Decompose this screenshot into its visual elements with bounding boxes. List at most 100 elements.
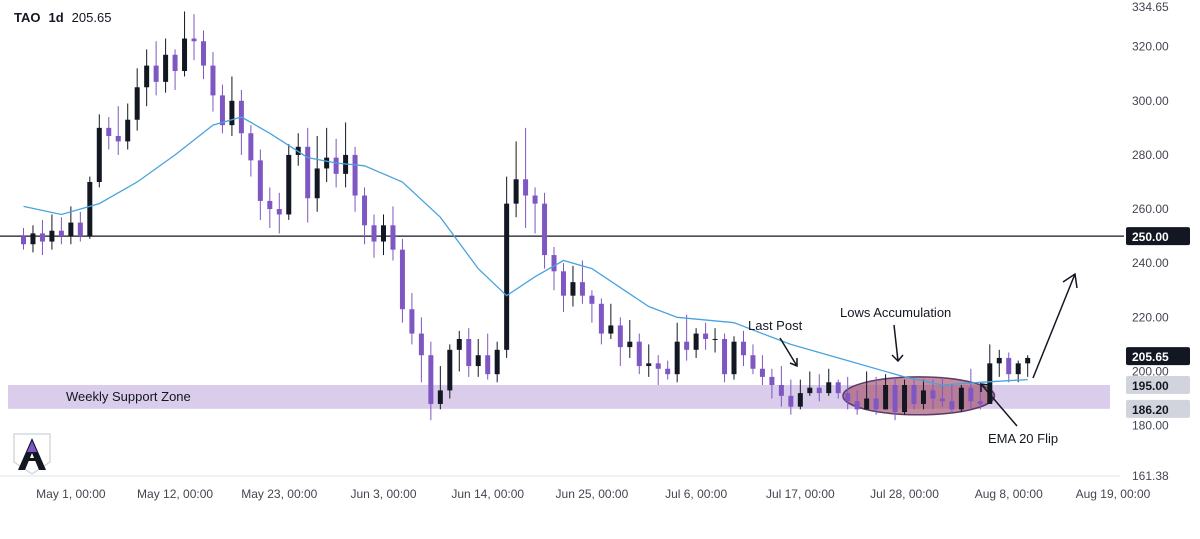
candle-body bbox=[418, 333, 424, 356]
candle-body bbox=[693, 333, 699, 350]
candle-body bbox=[958, 387, 964, 410]
candle-body bbox=[1015, 363, 1021, 375]
y-tick-label: 200.00 bbox=[1132, 364, 1169, 378]
candle-body bbox=[200, 41, 206, 66]
candle-body bbox=[788, 395, 794, 407]
level-price-tag-bg bbox=[1126, 227, 1190, 246]
candle-body bbox=[939, 398, 945, 402]
candle-body bbox=[920, 390, 926, 404]
x-tick-label: Aug 8, 00:00 bbox=[975, 487, 1043, 501]
candle-body bbox=[816, 387, 822, 394]
y-tick-label: 334.65 bbox=[1132, 0, 1169, 14]
candle-body bbox=[182, 38, 188, 72]
annotation-lows-accumulation: Lows Accumulation bbox=[840, 305, 951, 320]
support-zone bbox=[8, 384, 1110, 409]
candle-body bbox=[655, 363, 661, 369]
candle-body bbox=[617, 325, 623, 348]
candle-body bbox=[475, 355, 481, 367]
candle-body bbox=[570, 282, 576, 296]
candle-body bbox=[21, 236, 26, 245]
candle-body bbox=[665, 368, 671, 375]
candle-body bbox=[437, 390, 443, 404]
candle-body bbox=[1006, 357, 1012, 375]
candle-body bbox=[826, 382, 832, 394]
candle-body bbox=[778, 384, 784, 396]
candle-body bbox=[608, 325, 614, 334]
y-tick-label: 280.00 bbox=[1132, 148, 1169, 162]
candle-body bbox=[911, 384, 917, 404]
candle-body bbox=[314, 168, 320, 199]
candle-body bbox=[523, 179, 529, 196]
candle-body bbox=[324, 157, 330, 169]
candle-body bbox=[466, 338, 472, 367]
candle-body bbox=[257, 160, 263, 201]
y-tick-label: 220.00 bbox=[1132, 310, 1169, 324]
candle-body bbox=[390, 225, 396, 250]
candle-body bbox=[428, 355, 434, 404]
x-tick-label: Jun 25, 00:00 bbox=[556, 487, 629, 501]
x-tick-label: Jul 28, 00:00 bbox=[870, 487, 939, 501]
candle-body bbox=[902, 384, 908, 413]
candle-body bbox=[542, 203, 548, 256]
candle-body bbox=[267, 200, 273, 210]
x-tick-label: Jun 14, 00:00 bbox=[451, 487, 524, 501]
candle-body bbox=[399, 249, 405, 310]
candle-body bbox=[750, 355, 756, 369]
timeframe-label: 1d bbox=[48, 10, 64, 25]
candle-body bbox=[248, 133, 254, 161]
zone-low-tag-bg bbox=[1126, 399, 1190, 418]
candle-body bbox=[456, 338, 462, 350]
symbol-label: TAO bbox=[14, 10, 41, 25]
zone-low-tag: 186.20 bbox=[1132, 403, 1169, 417]
candle-body bbox=[740, 341, 746, 356]
candle-body bbox=[494, 349, 500, 375]
candle-body bbox=[987, 363, 993, 404]
candle-body bbox=[409, 309, 415, 334]
y-tick-label: 260.00 bbox=[1132, 202, 1169, 216]
candle-body bbox=[30, 233, 36, 245]
candle-body bbox=[835, 382, 841, 394]
candle-body bbox=[636, 341, 642, 367]
candle-body bbox=[551, 255, 557, 272]
candle-body bbox=[598, 303, 604, 334]
zone-high-tag-bg bbox=[1126, 375, 1190, 394]
last-price-tag-bg bbox=[1126, 347, 1190, 366]
candle-body bbox=[807, 387, 813, 394]
candle-body bbox=[153, 65, 159, 82]
candle-body bbox=[968, 387, 974, 402]
projection-arrow-icon bbox=[1032, 272, 1078, 379]
y-tick-label: 180.00 bbox=[1132, 419, 1169, 433]
candle-body bbox=[759, 368, 765, 377]
candle-body bbox=[930, 390, 936, 399]
candle-body bbox=[731, 341, 737, 375]
candle-body bbox=[684, 341, 690, 350]
candle-body bbox=[219, 95, 225, 126]
candle-body bbox=[210, 65, 216, 96]
candle-body bbox=[172, 54, 178, 72]
x-tick-label: May 1, 00:00 bbox=[36, 487, 106, 501]
candle-body bbox=[977, 401, 983, 404]
x-tick-label: Jul 6, 00:00 bbox=[665, 487, 727, 501]
candle-body bbox=[96, 127, 102, 182]
x-tick-label: May 12, 00:00 bbox=[137, 487, 213, 501]
candle-body bbox=[797, 393, 803, 407]
candle-body bbox=[144, 65, 150, 88]
support-zone-label: Weekly Support Zone bbox=[66, 389, 191, 404]
candle-body bbox=[447, 349, 453, 391]
candle-body bbox=[125, 119, 131, 142]
candle-body bbox=[532, 195, 538, 204]
candle-body bbox=[276, 209, 282, 215]
candle-body bbox=[1025, 357, 1031, 364]
last-price-label: 205.65 bbox=[71, 10, 112, 25]
candle-body bbox=[49, 230, 55, 242]
candle-body bbox=[371, 225, 377, 242]
candle-body bbox=[854, 401, 860, 410]
candle-body bbox=[589, 295, 595, 304]
candle-body bbox=[163, 54, 169, 82]
candle-body bbox=[873, 398, 879, 410]
ema-line bbox=[23, 116, 1028, 386]
x-tick-label: Jul 17, 00:00 bbox=[766, 487, 835, 501]
arrow-lows-accumulation-icon bbox=[891, 324, 904, 363]
